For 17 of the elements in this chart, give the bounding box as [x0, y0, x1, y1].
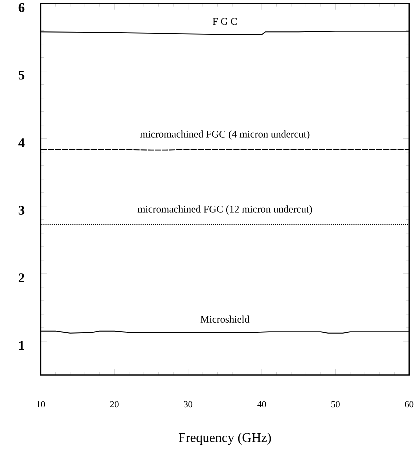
- y-tick-label: 4: [18, 138, 25, 148]
- y-tick-label: 3: [18, 206, 24, 215]
- x-tick-label: 40: [257, 401, 266, 408]
- series-label: micromachined FGC (12 micron undercut): [138, 206, 312, 215]
- y-tick-label: 6: [18, 3, 24, 12]
- series-label: F G C: [212, 18, 237, 26]
- y-tick-label: 1: [19, 341, 24, 350]
- x-tick-label: 50: [331, 401, 340, 408]
- y-tick-label: 2: [18, 274, 24, 282]
- x-tick-label: 20: [110, 401, 119, 408]
- y-tick-label: 5: [18, 70, 24, 80]
- x-axis-title: Frequency (GHz): [178, 432, 271, 446]
- series-label: micromachined FGC (4 micron undercut): [140, 130, 310, 140]
- x-tick-label: 10: [36, 401, 46, 408]
- x-tick-label: 30: [184, 401, 192, 408]
- series-label: Microshield: [200, 316, 250, 323]
- x-tick-label: 60: [405, 401, 414, 408]
